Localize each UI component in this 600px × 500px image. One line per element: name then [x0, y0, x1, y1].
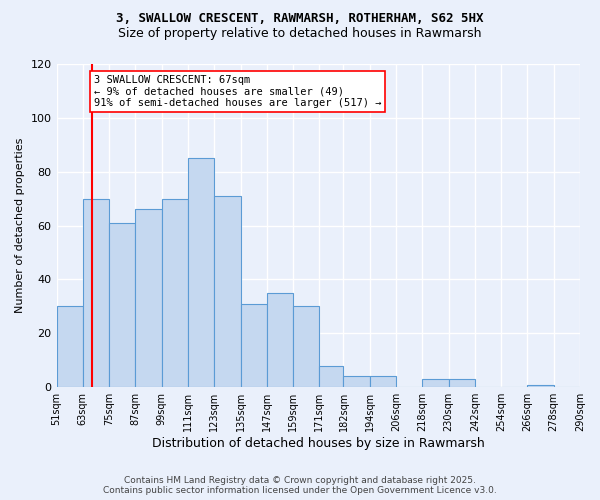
Bar — [319, 366, 343, 387]
Bar — [109, 223, 136, 387]
Bar — [136, 210, 161, 387]
Y-axis label: Number of detached properties: Number of detached properties — [15, 138, 25, 314]
Text: 3 SWALLOW CRESCENT: 67sqm
← 9% of detached houses are smaller (49)
91% of semi-d: 3 SWALLOW CRESCENT: 67sqm ← 9% of detach… — [94, 75, 381, 108]
Text: Size of property relative to detached houses in Rawmarsh: Size of property relative to detached ho… — [118, 28, 482, 40]
Bar — [343, 376, 370, 387]
Text: Contains HM Land Registry data © Crown copyright and database right 2025.
Contai: Contains HM Land Registry data © Crown c… — [103, 476, 497, 495]
Bar — [422, 379, 449, 387]
Bar — [370, 376, 396, 387]
Bar — [293, 306, 319, 387]
Bar — [267, 293, 293, 387]
Text: 3, SWALLOW CRESCENT, RAWMARSH, ROTHERHAM, S62 5HX: 3, SWALLOW CRESCENT, RAWMARSH, ROTHERHAM… — [116, 12, 484, 26]
Bar — [188, 158, 214, 387]
X-axis label: Distribution of detached houses by size in Rawmarsh: Distribution of detached houses by size … — [152, 437, 485, 450]
Bar — [214, 196, 241, 387]
Bar — [241, 304, 267, 387]
Bar — [83, 198, 109, 387]
Bar — [56, 306, 83, 387]
Bar — [527, 384, 554, 387]
Bar — [449, 379, 475, 387]
Bar — [161, 198, 188, 387]
